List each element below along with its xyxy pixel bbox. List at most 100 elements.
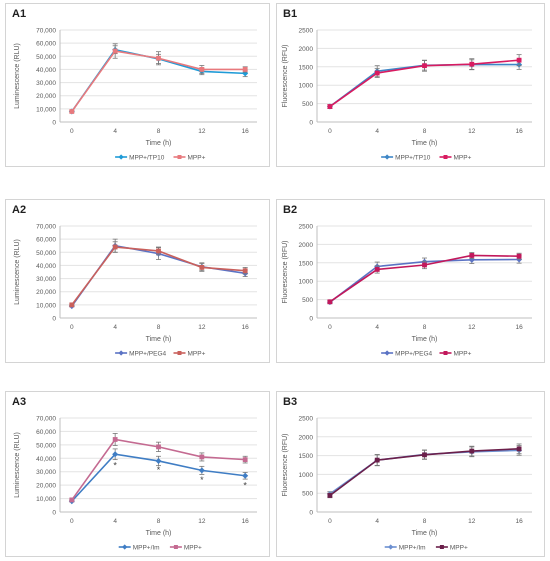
legend-swatch-marker [118, 154, 124, 160]
x-tick-label: 4 [113, 518, 117, 525]
data-point [69, 497, 75, 503]
legend-label: MPP+/PEG4 [395, 351, 432, 358]
data-point [374, 267, 380, 272]
y-tick-label: 60,000 [36, 237, 56, 244]
y-tick-label: 70,000 [36, 28, 56, 35]
y-tick-label: 60,000 [36, 429, 56, 436]
data-point [156, 55, 161, 61]
legend-label: MPP+ [454, 155, 472, 162]
x-tick-label: 12 [198, 128, 206, 135]
x-tick-label: 4 [113, 128, 117, 135]
y-tick-label: 30,000 [36, 469, 56, 476]
x-tick-label: 0 [328, 324, 332, 331]
x-axis-title: Time (h) [146, 530, 172, 537]
y-tick-label: 2500 [299, 224, 314, 231]
chart-b3: 0 500 1000 1500 2000 2500 0 4 8 12 16 Time (h) Fluor… [282, 416, 532, 552]
legend-swatch-marker [173, 545, 178, 549]
y-tick-label: 10,000 [36, 302, 56, 309]
legend-label: MPP+ [188, 155, 206, 162]
y-tick-label: 10,000 [36, 496, 56, 503]
data-point [199, 454, 205, 460]
y-tick-label: 40,000 [36, 67, 56, 74]
y-tick-label: 0 [309, 120, 313, 127]
x-tick-label: 16 [515, 518, 523, 525]
x-tick-label: 4 [375, 128, 379, 135]
panel-label: A1 [12, 8, 27, 20]
chart-a2: 0 10,000 20,000 30,000 40,000 50,000 60,000 70,… [14, 224, 257, 358]
data-point [155, 457, 162, 464]
legend-swatch-marker [439, 545, 444, 549]
x-tick-label: 0 [328, 128, 332, 135]
y-tick-label: 50,000 [36, 442, 56, 449]
data-point [112, 437, 118, 442]
x-tick-label: 16 [515, 128, 523, 135]
y-tick-label: 0 [52, 120, 56, 127]
legend-label: MPP+/TP10 [395, 155, 431, 162]
legend-swatch-marker [177, 351, 182, 355]
y-tick-label: 40,000 [36, 456, 56, 463]
y-axis-title: Luminescence (RLU) [14, 43, 21, 109]
y-tick-label: 1500 [299, 260, 314, 267]
legend-swatch-marker [118, 350, 124, 356]
legend-swatch-marker [122, 544, 128, 550]
x-tick-label: 8 [423, 518, 427, 525]
chart-b2: 0 500 1000 1500 2000 2500 0 4 8 12 16 Time (h) Fluor… [282, 224, 532, 358]
y-tick-label: 1500 [299, 64, 314, 71]
data-point [112, 451, 119, 458]
data-point [422, 452, 427, 458]
y-tick-label: 500 [302, 101, 313, 108]
panel-b3: B3 0 500 1000 1500 2000 2500 0 4 8 12 16 Time (h) Fl… [276, 391, 545, 557]
x-tick-label: 12 [198, 324, 206, 331]
legend-label: MPP+/Im [133, 545, 160, 552]
y-tick-label: 30,000 [36, 80, 56, 87]
y-tick-label: 2500 [299, 416, 314, 423]
x-axis-title: Time (h) [146, 140, 172, 147]
panel-label: A3 [12, 396, 27, 408]
legend-swatch-marker [443, 155, 448, 159]
data-point [156, 248, 161, 254]
data-point [69, 302, 75, 308]
x-tick-label: 8 [423, 324, 427, 331]
y-axis-title: Fluorescence (RFU) [282, 240, 289, 303]
panel-a1: A1 0 10,000 20,000 30,000 40,000 50,000 60,000… [5, 3, 270, 167]
data-point [242, 268, 248, 274]
legend-label: MPP+ [450, 545, 468, 552]
y-tick-label: 0 [309, 316, 313, 323]
x-tick-label: 8 [157, 518, 161, 525]
y-tick-label: 500 [302, 491, 313, 498]
y-tick-label: 0 [309, 510, 313, 517]
y-tick-label: 20,000 [36, 289, 56, 296]
legend-label: MPP+ [454, 351, 472, 358]
y-tick-label: 70,000 [36, 224, 56, 231]
x-tick-label: 0 [70, 128, 74, 135]
x-tick-label: 4 [113, 324, 117, 331]
x-tick-label: 16 [242, 518, 250, 525]
y-tick-label: 50,000 [36, 54, 56, 61]
y-tick-label: 30,000 [36, 276, 56, 283]
panel-a2: A2 0 10,000 20,000 30,000 40,000 50,000 60,000… [5, 199, 270, 363]
data-point [112, 48, 118, 54]
y-tick-label: 40,000 [36, 263, 56, 270]
y-tick-label: 1000 [299, 472, 314, 479]
y-tick-label: 1000 [299, 279, 314, 286]
data-point [69, 109, 75, 114]
x-tick-label: 12 [198, 518, 206, 525]
x-axis-title: Time (h) [412, 336, 438, 343]
data-point [242, 457, 248, 463]
data-point [327, 493, 333, 498]
significance-marker: * [243, 480, 247, 490]
panel-b1: B1 0 500 1000 1500 2000 2500 0 4 8 12 16 Time (h) Fl… [276, 3, 545, 167]
data-point [327, 104, 333, 109]
data-point [516, 446, 522, 452]
chart-a1: 0 10,000 20,000 30,000 40,000 50,000 60,000 70,… [14, 28, 257, 162]
x-axis-title: Time (h) [146, 336, 172, 343]
y-axis-title: Luminescence (RLU) [14, 239, 21, 305]
x-axis-title: Time (h) [412, 140, 438, 147]
x-tick-label: 4 [375, 518, 379, 525]
y-tick-label: 2500 [299, 28, 314, 35]
x-tick-label: 8 [423, 128, 427, 135]
x-tick-label: 0 [70, 518, 74, 525]
y-tick-label: 0 [52, 510, 56, 517]
y-tick-label: 1500 [299, 453, 314, 460]
legend-label: MPP+/PEG4 [129, 351, 166, 358]
